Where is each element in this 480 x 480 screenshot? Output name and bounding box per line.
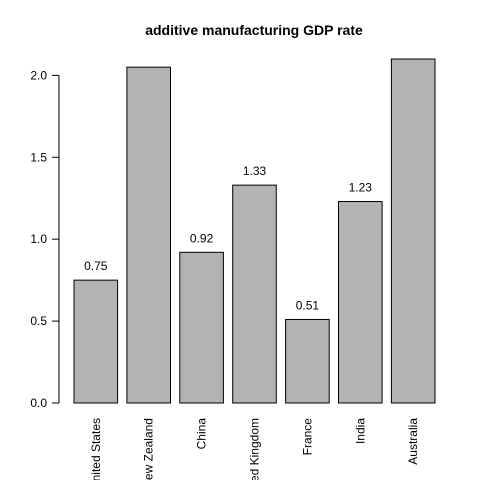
x-tick-label: China: [195, 418, 209, 450]
x-tick-label: India: [353, 418, 367, 444]
data-label: 1.33: [243, 164, 267, 178]
data-label: 0.92: [190, 231, 214, 245]
bars-group: [73, 58, 436, 404]
y-tick-label: 2.0: [30, 68, 47, 82]
y-tick-label: 1.5: [30, 150, 47, 164]
y-axis: 0.0 0.5 1.0 1.5 2.0: [30, 68, 60, 410]
x-tick-label: United Kingdom: [248, 418, 262, 480]
y-tick-label: 0.0: [30, 396, 47, 410]
data-labels-group: 0.75 0.92 1.33 0.51 1.23: [84, 164, 372, 312]
bar: [390, 58, 436, 404]
x-tick-label: Australia: [406, 418, 420, 465]
data-label: 0.51: [296, 298, 320, 312]
x-labels-group: United States New Zealand China United King…: [89, 418, 420, 480]
x-tick-label: New Zealand: [142, 418, 156, 480]
bar: [232, 184, 277, 404]
y-tick-label: 0.5: [30, 314, 47, 328]
x-tick-label: United States: [89, 418, 103, 480]
x-tick-label: France: [300, 418, 314, 456]
data-label: 0.75: [84, 259, 108, 273]
y-tick-label: 1.0: [30, 232, 47, 246]
bar: [73, 279, 119, 404]
bar: [179, 251, 224, 404]
chart-title: additive manufacturing GDP rate: [145, 22, 363, 38]
bar: [338, 201, 383, 404]
bar: [285, 318, 330, 404]
bar: [126, 66, 171, 404]
data-label: 1.23: [349, 181, 373, 195]
